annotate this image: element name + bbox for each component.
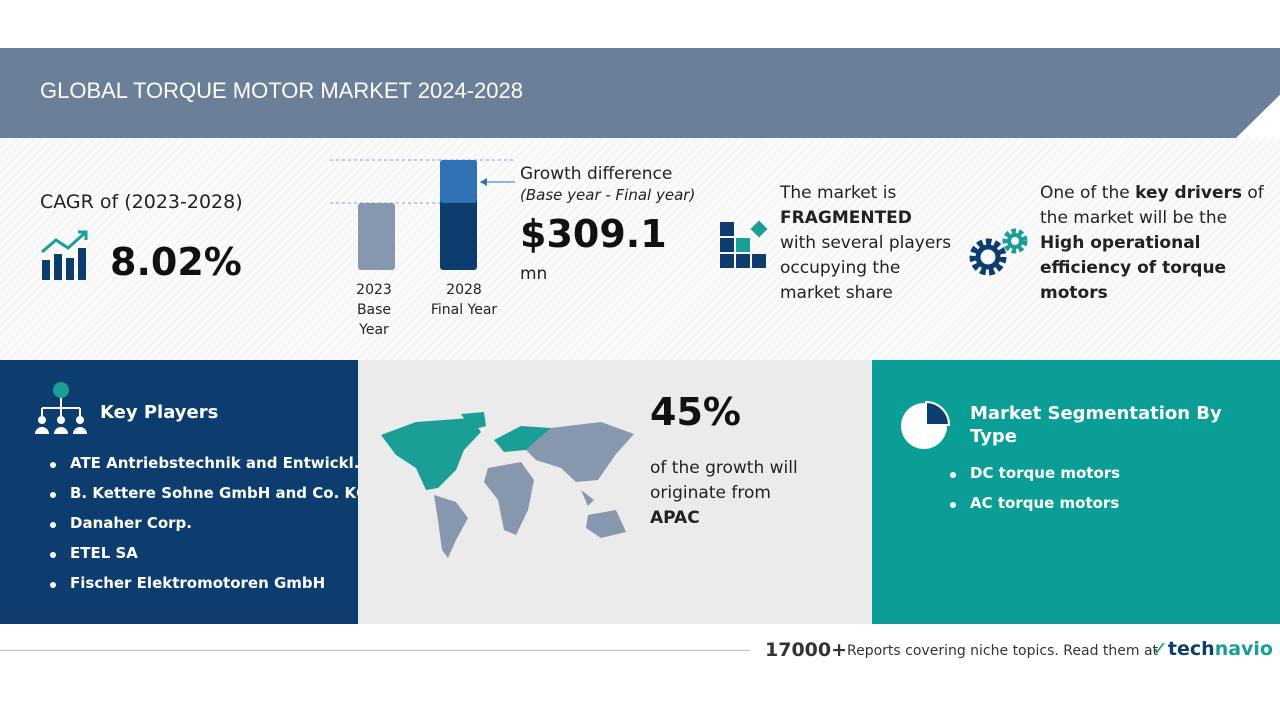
growth-subtitle: (Base year - Final year) [520, 186, 696, 204]
region-name: APAC [650, 508, 700, 528]
list-item: ATE Antriebstechnik and Entwickl... [50, 454, 358, 484]
panel-title: Market Segmentation By Type [970, 403, 1222, 447]
drivers-text: One of the key drivers of the market wil… [1040, 181, 1270, 306]
list-item: Danaher Corp. [50, 514, 358, 544]
text: with several players occupying the marke… [780, 233, 952, 303]
growth-icon [41, 230, 88, 280]
list-item: ETEL SA [50, 544, 358, 574]
region-text: of the growth will originate from APAC [650, 456, 840, 531]
report-count: 17000+ [765, 639, 848, 661]
header: GLOBAL TORQUE MOTOR MARKET 2024-2028 [0, 48, 1280, 138]
panel-title: Key Players [100, 402, 219, 423]
emphasis: FRAGMENTED [780, 208, 912, 228]
brand-part: tech [1167, 638, 1215, 660]
list-item: B. Kettere Sohne GmbH and Co. KG [50, 484, 358, 514]
players-icon [35, 382, 87, 434]
rule [0, 650, 750, 651]
list-item: DC torque motors [950, 464, 1120, 494]
text: The market is [780, 183, 897, 203]
list-item: AC torque motors [950, 494, 1120, 524]
cagr-value: 8.02% [110, 240, 242, 284]
text: of the market will be the [1040, 183, 1264, 228]
brand-part: navio [1214, 638, 1273, 660]
growth-value: $309.1 [520, 212, 667, 256]
list-item: Fischer Elektromotoren GmbH [50, 574, 358, 604]
year: 2023 [356, 282, 392, 298]
market-text: The market is FRAGMENTED with several play… [780, 181, 960, 306]
segmentation-panel: Market Segmentation By Type DC torque mo… [872, 360, 1280, 624]
region-panel: 45% of the growth will originate from APA… [358, 360, 872, 624]
pie-icon [901, 400, 951, 449]
growth-title: Growth difference [520, 164, 673, 184]
year-label: Final Year [430, 302, 498, 318]
players-list: ATE Antriebstechnik and Entwickl... B. Ke… [50, 454, 358, 604]
brand: ✓technavio [1152, 638, 1273, 660]
emphasis: key drivers [1135, 183, 1242, 203]
segments-list: DC torque motors AC torque motors [950, 464, 1120, 524]
growth-bars [330, 159, 515, 270]
final-year: 2028 Final Year [424, 280, 504, 320]
gears-icon [969, 228, 1028, 276]
footer-text: Reports covering niche topics. Read them… [847, 643, 1159, 659]
year-label: Base Year [356, 302, 392, 338]
text: of the growth will originate from [650, 458, 798, 503]
growth-unit: mn [520, 264, 548, 284]
base-year: 2023 Base Year [340, 280, 408, 340]
world-map [381, 412, 634, 558]
emphasis: High operational efficiency of torque mo… [1040, 233, 1227, 303]
title: GLOBAL TORQUE MOTOR MARKET 2024-2028 [40, 78, 523, 103]
summary-band [0, 138, 1280, 360]
key-players-panel: Key Players ATE Antriebstechnik and Entw… [0, 360, 358, 624]
region-share: 45% [650, 390, 741, 434]
year: 2028 [446, 282, 482, 298]
text: One of the [1040, 183, 1130, 203]
fragment-icon [720, 220, 768, 268]
cagr-label: CAGR of (2023-2028) [40, 191, 243, 213]
